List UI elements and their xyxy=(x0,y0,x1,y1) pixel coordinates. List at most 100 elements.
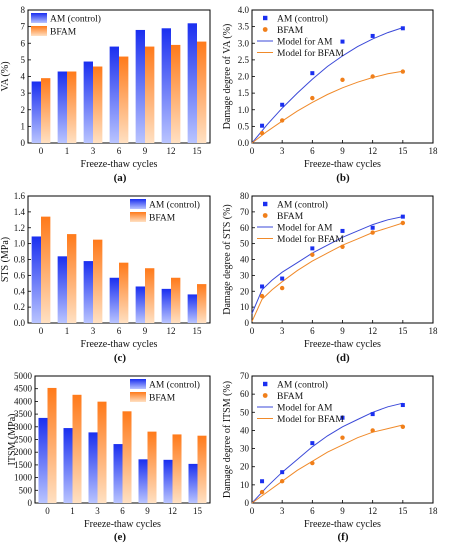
x-tick-label: 12 xyxy=(168,506,177,516)
legend-label: BFAM xyxy=(50,28,77,38)
panel-label: (e) xyxy=(114,531,127,543)
bar-am xyxy=(83,61,93,143)
point-am xyxy=(260,284,265,289)
x-tick-label: 12 xyxy=(368,506,377,516)
y-tick-label: 20 xyxy=(240,462,250,472)
point-am xyxy=(370,412,375,417)
y-tick-label: 4 xyxy=(21,72,26,82)
point-bfam xyxy=(259,293,265,299)
x-tick-label: 12 xyxy=(167,146,176,156)
y-tick-label: 1.4 xyxy=(14,207,26,217)
legend-label: AM (control) xyxy=(277,379,328,390)
point-bfam xyxy=(370,230,375,235)
y-axis-label: Damage degree of STS (%) xyxy=(222,204,233,315)
legend-label: BFAM xyxy=(149,394,176,404)
legend-marker xyxy=(263,381,268,387)
point-am xyxy=(260,123,265,128)
y-tick-label: 60 xyxy=(240,223,250,233)
x-tick-label: 3 xyxy=(91,146,96,156)
model-line-am xyxy=(251,216,403,314)
x-tick-label: 6 xyxy=(117,326,122,336)
panel-label: (a) xyxy=(114,172,127,184)
legend-swatch xyxy=(31,13,47,23)
point-am xyxy=(400,403,405,408)
y-tick-label: 6 xyxy=(21,38,26,48)
y-tick-label: 20 xyxy=(240,286,250,296)
bar-bfam xyxy=(41,216,51,323)
y-tick-label: 0 xyxy=(245,318,250,328)
point-am xyxy=(280,470,285,475)
bar-bfam xyxy=(171,277,181,323)
y-tick-label: 2.5 xyxy=(238,55,250,65)
y-tick-label: 40 xyxy=(240,425,250,435)
bar-am xyxy=(83,261,93,323)
bar-bfam xyxy=(197,284,207,323)
bar-bfam xyxy=(172,434,182,503)
point-bfam xyxy=(310,460,315,466)
x-tick-label: 15 xyxy=(398,146,408,156)
point-am xyxy=(310,441,315,446)
bar-bfam xyxy=(72,394,82,503)
bar-am xyxy=(88,432,98,503)
bar-bfam xyxy=(119,56,129,143)
y-tick-label: 2000 xyxy=(14,447,33,457)
bar-bfam xyxy=(122,411,132,503)
point-bfam xyxy=(279,285,285,291)
y-tick-label: 1.6 xyxy=(14,191,26,201)
bar-am xyxy=(161,288,171,323)
point-am xyxy=(340,228,345,233)
x-tick-label: 3 xyxy=(95,506,100,516)
legend-label: AM (control) xyxy=(50,14,101,25)
bar-am xyxy=(31,236,41,323)
bar-bfam xyxy=(93,66,103,143)
x-tick-label: 0 xyxy=(250,506,255,516)
y-tick-label: 1.0 xyxy=(14,239,26,249)
bar-am xyxy=(163,459,173,503)
y-tick-label: 0 xyxy=(245,498,250,508)
legend-marker xyxy=(262,393,268,398)
x-axis-label: Freeze-thaw cycles xyxy=(304,339,381,350)
y-tick-label: 500 xyxy=(19,485,33,495)
model-line-am xyxy=(251,402,403,504)
chart-panel-c: 0.0 0.2 0.4 0.6 0.8 1.0 1.2 1.4 1.6 STS (MPa) Free… xyxy=(0,191,211,364)
y-tick-label: 60 xyxy=(240,389,250,399)
bar-am xyxy=(161,28,171,144)
point-bfam xyxy=(400,424,406,429)
bar-bfam xyxy=(67,234,77,323)
y-tick-label: 1000 xyxy=(14,473,33,483)
y-axis-label: Damage degree of VA (%) xyxy=(222,24,233,130)
legend-label: BFAM xyxy=(277,212,304,222)
bar-bfam xyxy=(41,78,51,143)
y-tick-label: 70 xyxy=(240,207,250,217)
point-bfam xyxy=(279,479,285,484)
legend-label: AM (control) xyxy=(277,13,328,24)
x-tick-label: 1 xyxy=(70,506,75,516)
bar-bfam xyxy=(67,71,77,143)
bar-am xyxy=(57,71,67,143)
y-tick-label: 10 xyxy=(240,302,250,312)
x-tick-label: 0 xyxy=(250,146,255,156)
panel-label: (f) xyxy=(338,531,349,543)
legend-label: Model for BFAM xyxy=(277,414,344,425)
y-tick-label: 1.0 xyxy=(238,105,250,115)
x-tick-label: 9 xyxy=(340,326,345,336)
y-tick-label: 7 xyxy=(21,22,26,32)
x-tick-label: 0 xyxy=(39,146,44,156)
y-tick-label: 80 xyxy=(240,191,250,201)
point-am xyxy=(310,71,315,76)
y-tick-label: 1.5 xyxy=(238,88,250,98)
y-tick-label: 30 xyxy=(240,270,250,280)
point-am xyxy=(280,276,285,281)
y-tick-label: 3.0 xyxy=(238,38,250,48)
panel-label: (d) xyxy=(336,352,350,364)
legend-label: BFAM xyxy=(277,392,304,402)
y-tick-label: 4000 xyxy=(14,396,33,406)
legend-label: Model for AM xyxy=(277,402,333,413)
point-bfam xyxy=(310,95,315,101)
y-tick-label: 50 xyxy=(240,407,250,417)
bar-am xyxy=(31,81,41,143)
x-tick-label: 3 xyxy=(280,326,285,336)
bar-am xyxy=(113,444,123,503)
point-bfam xyxy=(370,428,375,433)
